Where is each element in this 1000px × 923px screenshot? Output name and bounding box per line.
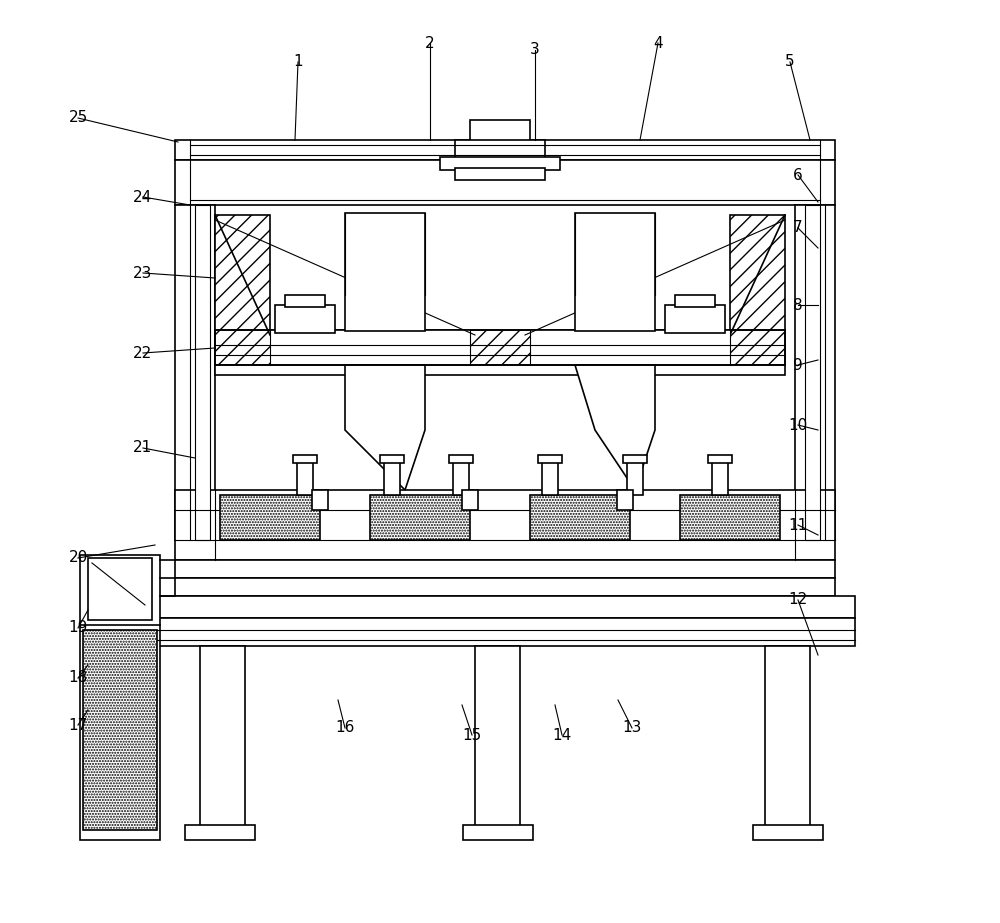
Text: 7: 7 — [793, 221, 803, 235]
Bar — [175, 140, 835, 160]
Bar — [83, 630, 157, 830]
Bar — [575, 213, 655, 331]
Bar — [215, 330, 785, 365]
Bar — [470, 120, 530, 142]
Bar — [175, 490, 835, 560]
Bar — [627, 460, 643, 495]
Bar — [617, 490, 633, 510]
Text: 3: 3 — [530, 42, 540, 57]
Text: 19: 19 — [68, 620, 88, 636]
Text: 5: 5 — [785, 54, 795, 69]
Text: 18: 18 — [68, 670, 88, 686]
Bar — [712, 460, 728, 495]
Bar — [80, 555, 160, 840]
Text: 2: 2 — [425, 35, 435, 51]
Text: 15: 15 — [462, 727, 482, 742]
Bar — [462, 490, 478, 510]
Text: 11: 11 — [788, 518, 808, 533]
Bar — [312, 490, 328, 510]
Bar — [675, 295, 715, 307]
Bar — [345, 213, 425, 331]
Text: 23: 23 — [133, 266, 153, 281]
Bar — [623, 455, 647, 463]
Bar — [453, 460, 469, 495]
Bar — [270, 330, 470, 365]
Bar — [185, 825, 255, 840]
Text: 9: 9 — [793, 357, 803, 373]
Bar — [380, 455, 404, 463]
Text: 13: 13 — [622, 721, 642, 736]
Bar — [538, 455, 562, 463]
Bar — [475, 646, 520, 831]
Bar — [805, 205, 820, 540]
Bar — [440, 157, 560, 170]
Polygon shape — [575, 365, 655, 490]
Text: 8: 8 — [793, 297, 803, 313]
Text: 6: 6 — [793, 167, 803, 183]
Bar — [220, 495, 320, 540]
Bar — [215, 330, 785, 365]
Text: 17: 17 — [68, 717, 88, 733]
Text: 4: 4 — [653, 35, 663, 51]
Bar — [200, 646, 245, 831]
Text: 22: 22 — [133, 345, 153, 361]
Bar — [449, 455, 473, 463]
Bar — [542, 460, 558, 495]
Bar — [215, 365, 785, 375]
Polygon shape — [215, 215, 270, 360]
Bar — [175, 205, 215, 540]
Bar — [455, 168, 545, 180]
Text: 25: 25 — [68, 111, 88, 126]
Text: 16: 16 — [335, 721, 355, 736]
Text: 12: 12 — [788, 593, 808, 607]
Bar — [88, 558, 152, 620]
Bar — [297, 460, 313, 495]
Text: 10: 10 — [788, 417, 808, 433]
Bar — [708, 455, 732, 463]
Bar — [765, 646, 810, 831]
Bar — [293, 455, 317, 463]
Bar — [795, 205, 835, 540]
Bar — [530, 495, 630, 540]
Text: 24: 24 — [133, 189, 153, 205]
Text: 1: 1 — [293, 54, 303, 69]
Polygon shape — [730, 215, 785, 360]
Bar — [285, 295, 325, 307]
Text: 21: 21 — [133, 440, 153, 455]
Bar — [275, 305, 335, 333]
Bar — [370, 495, 470, 540]
Text: 14: 14 — [552, 727, 572, 742]
Bar — [175, 160, 835, 205]
Bar — [665, 305, 725, 333]
Text: 20: 20 — [68, 550, 88, 566]
Bar — [455, 140, 545, 158]
Bar — [195, 205, 210, 540]
Polygon shape — [345, 365, 425, 490]
Bar — [680, 495, 780, 540]
Bar — [463, 825, 533, 840]
Bar — [530, 330, 730, 365]
Bar — [155, 596, 855, 618]
Bar — [175, 578, 835, 596]
Bar — [155, 618, 855, 646]
Bar — [175, 560, 835, 578]
Bar — [384, 460, 400, 495]
Bar — [753, 825, 823, 840]
